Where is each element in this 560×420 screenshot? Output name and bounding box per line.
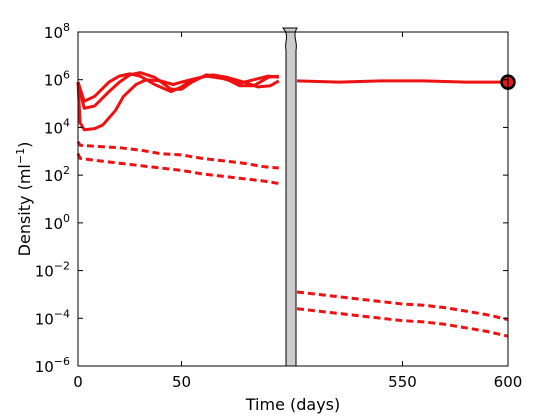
dashed-series-line-7 (296, 290, 509, 321)
y-tick-label: 102 (44, 164, 70, 185)
x-tick-label: 50 (172, 373, 191, 391)
y-tick-label: 100 (44, 212, 70, 233)
y-axis-label: Density (ml−1) (14, 142, 35, 257)
solid-series-line-3 (76, 73, 280, 132)
y-tick-label: 108 (44, 21, 70, 42)
y-tick-label: 10−6 (35, 355, 70, 376)
solid-series-line-4 (296, 79, 508, 84)
y-tick-label: 104 (44, 116, 70, 137)
dashed-series-line-8 (296, 307, 509, 338)
y-tick-label: 10−4 (35, 307, 70, 328)
y-tick-label: 10−2 (35, 260, 70, 281)
x-tick-label: 0 (73, 373, 83, 391)
y-tick-label: 106 (44, 69, 70, 90)
x-tick-label: 550 (388, 373, 417, 391)
x-axis-label: Time (days) (245, 395, 341, 414)
solid-series-line-2 (76, 71, 279, 110)
x-tick-label: 600 (494, 373, 523, 391)
plot-frame (77, 31, 509, 367)
